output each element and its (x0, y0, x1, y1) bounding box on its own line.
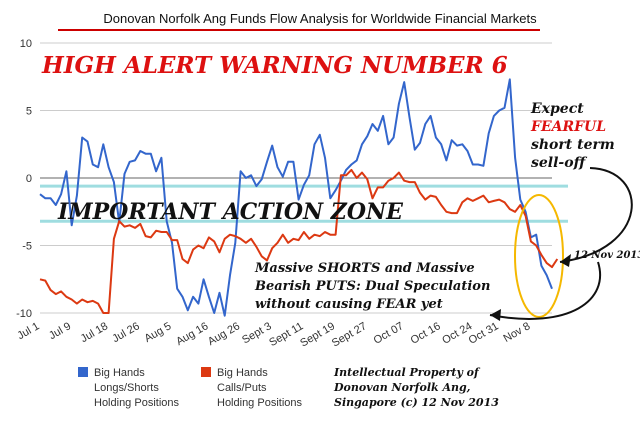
legend-red-line-3: Holding Positions (217, 397, 302, 409)
x-tick-label: Jul 26 (110, 320, 141, 345)
y-tick-label: -10 (16, 308, 32, 320)
zone-annotation: IMPORTANT ACTION ZONE (57, 199, 404, 225)
legend-blue-line-2: Longs/Shorts (94, 382, 159, 394)
arrow-upper-head (560, 254, 571, 267)
series-line-calls-puts (39, 168, 559, 314)
x-tick-label: Jul 9 (47, 320, 73, 342)
x-tick-label: Aug 5 (143, 320, 174, 345)
massive-line-2: Bearish PUTS: Dual Speculation (254, 279, 490, 294)
legend-blue-line-3: Holding Positions (94, 397, 179, 409)
y-tick-label: 5 (26, 106, 32, 118)
massive-line-3: without causing FEAR yet (255, 297, 443, 312)
massive-line-1: Massive SHORTS and Massive (254, 261, 475, 276)
x-tick-label: Jul 1 (15, 320, 41, 342)
x-tick-label: Aug 16 (174, 320, 210, 348)
x-tick-label: Sept 27 (330, 320, 369, 349)
arrow-upper (559, 167, 633, 263)
x-tick-label: Sept 11 (267, 320, 305, 349)
y-tick-label: 10 (20, 38, 32, 50)
x-tick-label: Sept 19 (298, 320, 337, 349)
series-line-longs-shorts (39, 78, 553, 317)
alert-annotation: HIGH ALERT WARNING NUMBER 6 (41, 52, 508, 79)
chart-title: Donovan Norfolk Ang Funds Flow Analysis … (103, 11, 537, 26)
date-annotation: 12 Nov 2013 (574, 250, 640, 261)
y-tick-label: 0 (26, 173, 32, 185)
expect-line-3: short term (531, 137, 615, 153)
legend-swatch-red (201, 367, 211, 377)
expect-line-1: Expect (530, 101, 584, 117)
legend-blue-line-1: Big Hands (94, 367, 145, 379)
expect-line-4: sell-off (531, 155, 588, 171)
highlight-ellipse (514, 194, 564, 318)
series-lines (39, 78, 559, 317)
y-tick-label: -5 (22, 241, 32, 253)
arrow-lower (489, 261, 601, 320)
y-axis-ticks: 10 5 0 -5 -10 (16, 38, 32, 320)
x-tick-label: Oct 16 (409, 320, 443, 347)
x-tick-label: Oct 31 (467, 320, 501, 347)
x-tick-label: Jul 18 (79, 320, 110, 345)
ip-line-2: Donovan Norfolk Ang, (333, 381, 471, 394)
legend-red-line-2: Calls/Puts (217, 382, 267, 394)
expect-line-2: FEARFUL (530, 119, 606, 135)
arrow-lower-head (490, 309, 501, 321)
ip-line-1: Intellectual Property of (333, 366, 481, 379)
legend-swatch-blue (78, 367, 88, 377)
ip-line-3: Singapore (c) 12 Nov 2013 (334, 396, 499, 409)
x-tick-label: Nov 8 (501, 320, 532, 345)
x-tick-label: Oct 07 (372, 320, 406, 347)
legend-red-line-1: Big Hands (217, 367, 268, 379)
x-tick-label: Aug 26 (206, 320, 242, 348)
